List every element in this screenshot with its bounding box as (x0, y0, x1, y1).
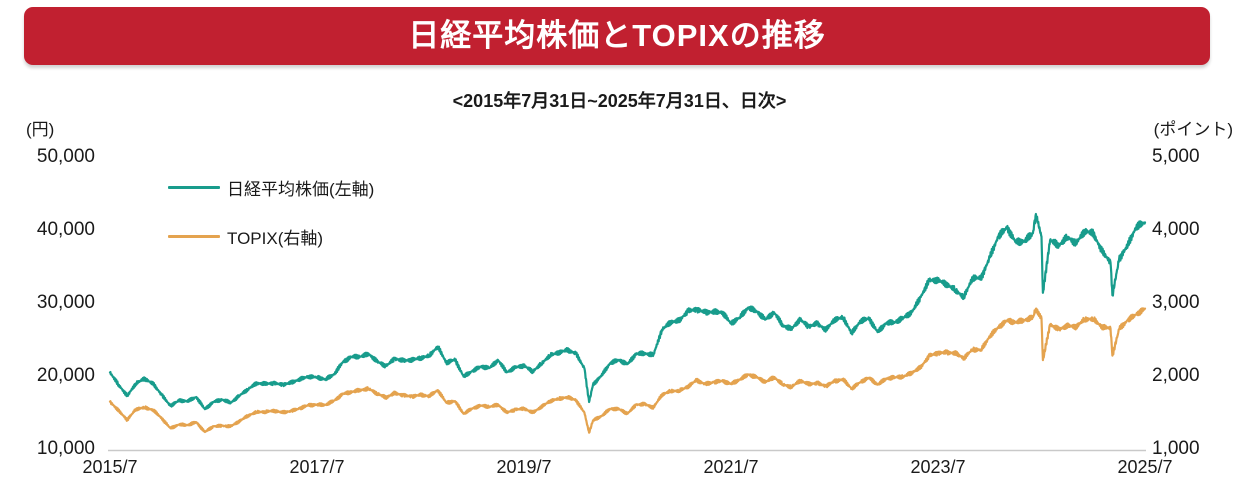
left-axis-unit-label: (円) (26, 120, 55, 139)
right-axis-unit-label: (ポイント) (1153, 120, 1233, 139)
legend-label-nikkei: 日経平均株価(左軸) (227, 179, 375, 199)
left-axis-tick-50000: 50,000 (36, 146, 95, 167)
left-axis-tick-30000: 30,000 (36, 292, 95, 313)
x-axis-tick-2021-7: 2021/7 (703, 457, 759, 477)
topix-price-line (108, 307, 1147, 434)
title-banner: 日経平均株価とTOPIXの推移 (24, 7, 1210, 65)
x-axis-tick-2015-7: 2015/7 (82, 457, 138, 477)
page-title: 日経平均株価とTOPIXの推移 (408, 18, 826, 53)
topix-line-swatch-icon (168, 234, 220, 238)
chart-legend: 日経平均株価(左軸) TOPIX(右軸) (168, 176, 374, 274)
legend-item-nikkei: 日経平均株価(左軸) (168, 176, 375, 199)
x-axis-tick-2017-7: 2017/7 (289, 457, 345, 477)
right-axis-tick-4000: 4,000 (1152, 219, 1200, 240)
x-axis-tick-2025-7: 2025/7 (1117, 457, 1173, 477)
left-axis-tick-10000: 10,000 (36, 438, 95, 459)
right-axis-tick-5000: 5,000 (1152, 146, 1200, 167)
legend-item-topix: TOPIX(右軸) (168, 225, 374, 248)
right-axis-tick-2000: 2,000 (1152, 365, 1200, 386)
chart-subtitle: <2015年7月31日~2025年7月31日、日次> (452, 91, 787, 111)
right-axis-tick-1000: 1,000 (1152, 438, 1200, 459)
legend-label-topix: TOPIX(右軸) (227, 228, 324, 248)
left-axis-tick-40000: 40,000 (36, 219, 95, 240)
x-axis-tick-2019-7: 2019/7 (496, 457, 552, 477)
left-axis-tick-20000: 20,000 (36, 365, 95, 386)
x-axis-tick-2023-7: 2023/7 (910, 457, 966, 477)
right-axis-tick-3000: 3,000 (1152, 292, 1200, 313)
nikkei-line-swatch-icon (168, 185, 220, 189)
